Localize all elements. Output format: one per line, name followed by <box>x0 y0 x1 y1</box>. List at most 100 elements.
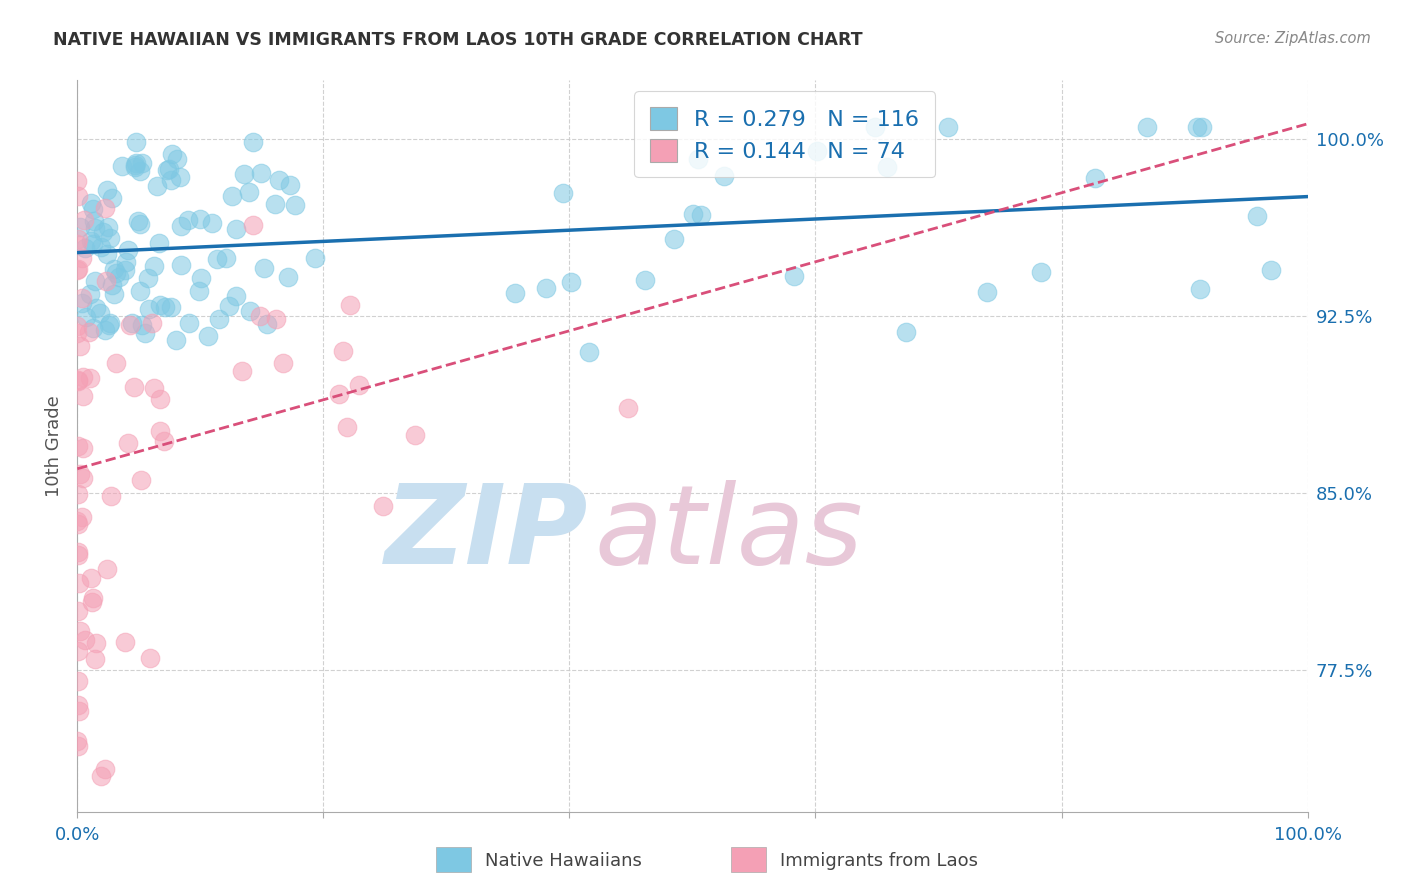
Point <box>83 652 105 666</box>
Point <box>188 212 211 227</box>
Point <box>75 241 97 255</box>
Point <box>122 380 145 394</box>
Point <box>165 333 187 347</box>
Point <box>67 487 90 501</box>
Point <box>250 166 273 180</box>
Point <box>84 301 107 316</box>
Point <box>225 289 247 303</box>
Point <box>84 221 107 235</box>
Point <box>332 344 354 359</box>
Point <box>783 268 806 283</box>
Point <box>96 183 118 197</box>
Point <box>129 473 152 487</box>
Point <box>371 500 394 514</box>
Point <box>80 196 103 211</box>
Point <box>101 278 124 293</box>
Point <box>876 160 898 174</box>
Point <box>66 698 89 713</box>
Point <box>1029 265 1052 279</box>
Point <box>689 208 711 222</box>
Point <box>148 298 170 312</box>
Point <box>129 163 152 178</box>
Point <box>896 325 918 339</box>
Point <box>90 769 112 783</box>
Point <box>91 225 114 239</box>
Point <box>66 326 89 340</box>
Point <box>94 274 117 288</box>
Point <box>66 374 89 388</box>
Point <box>67 548 90 562</box>
Point <box>231 364 253 378</box>
Point <box>72 251 94 265</box>
Point <box>201 216 224 230</box>
Point <box>1246 209 1268 223</box>
Point <box>83 275 105 289</box>
Point <box>66 734 89 748</box>
Point <box>551 186 574 200</box>
Point <box>67 576 90 591</box>
Point <box>264 196 287 211</box>
Point <box>82 237 104 252</box>
Point <box>713 169 735 183</box>
Text: Immigrants from Laos: Immigrants from Laos <box>780 852 979 870</box>
Point <box>98 230 121 244</box>
Point <box>67 704 90 718</box>
Point <box>94 323 117 337</box>
Point <box>617 401 640 415</box>
Point <box>221 189 243 203</box>
Point <box>664 232 686 246</box>
Point <box>278 178 301 192</box>
Point <box>242 136 264 150</box>
Point <box>80 234 103 248</box>
Point <box>304 252 326 266</box>
Point <box>169 170 191 185</box>
Point <box>82 202 104 216</box>
Point <box>66 262 89 277</box>
Point <box>143 381 166 395</box>
Point <box>336 420 359 434</box>
Point <box>66 673 89 688</box>
Point <box>75 633 97 648</box>
Point <box>105 356 128 370</box>
Point <box>75 310 97 325</box>
Point <box>170 219 193 233</box>
Point <box>70 296 93 310</box>
Point <box>66 263 89 277</box>
Point <box>688 152 710 166</box>
Point <box>82 321 104 335</box>
Point <box>67 373 90 387</box>
Point <box>79 286 101 301</box>
Point <box>79 371 101 385</box>
Point <box>166 152 188 166</box>
Point <box>125 135 148 149</box>
Point <box>66 514 89 528</box>
Point <box>69 624 91 638</box>
Point <box>94 201 117 215</box>
Point <box>66 174 89 188</box>
Point <box>67 545 90 559</box>
Point <box>1188 282 1211 296</box>
Point <box>117 243 139 257</box>
Point <box>328 386 350 401</box>
Point <box>936 120 959 135</box>
Point <box>1083 170 1105 185</box>
Point <box>72 441 94 455</box>
Point <box>1187 120 1209 135</box>
Point <box>256 317 278 331</box>
Point <box>103 262 125 277</box>
Text: Source: ZipAtlas.com: Source: ZipAtlas.com <box>1215 31 1371 46</box>
Point <box>1191 120 1213 135</box>
Point <box>264 312 287 326</box>
Point <box>66 604 89 618</box>
Point <box>273 356 295 370</box>
Point <box>117 436 139 450</box>
Point <box>125 156 148 170</box>
Point <box>560 275 582 289</box>
Text: Native Hawaiians: Native Hawaiians <box>485 852 643 870</box>
Point <box>233 167 256 181</box>
Point <box>160 300 183 314</box>
Point <box>72 370 94 384</box>
Point <box>69 339 91 353</box>
Point <box>148 235 170 250</box>
Point <box>153 434 176 448</box>
